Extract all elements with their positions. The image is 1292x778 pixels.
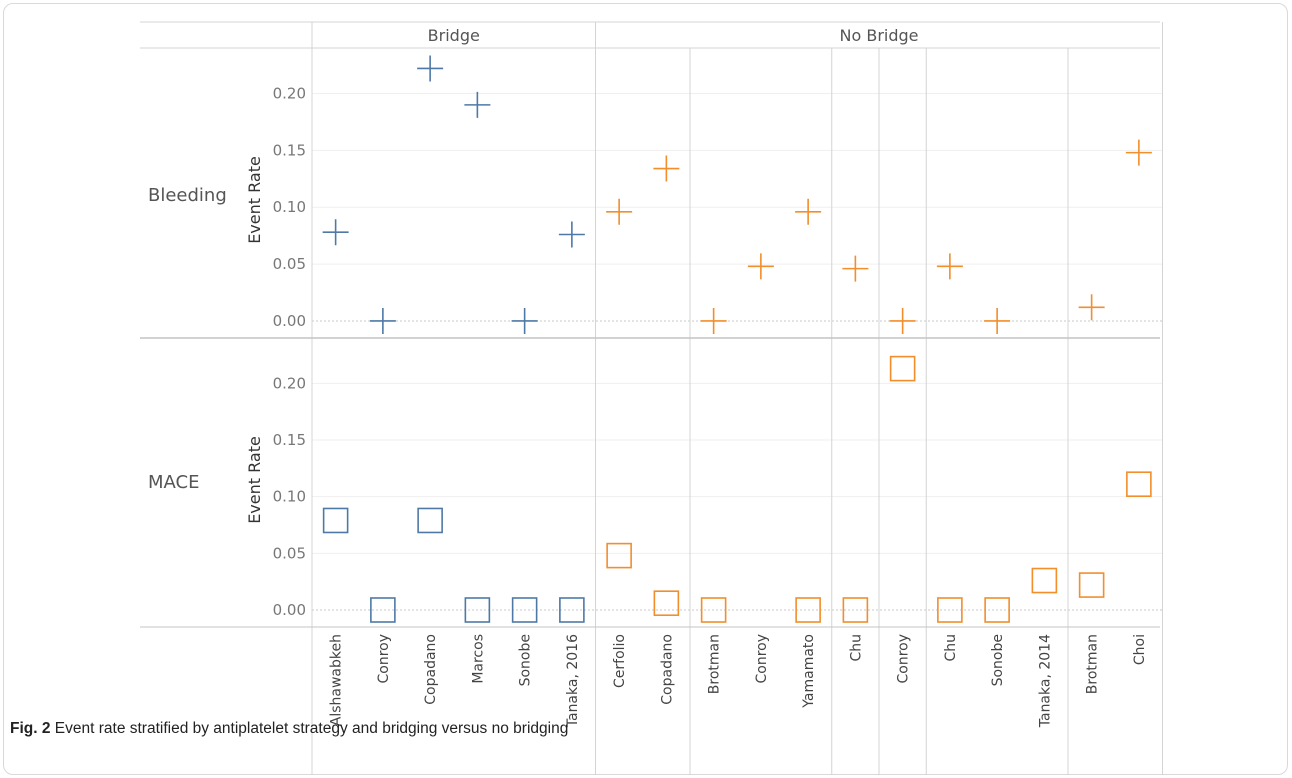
mace-marker [322, 507, 349, 534]
bleeding-marker [369, 307, 396, 334]
figure-label: Fig. 2 [10, 720, 51, 737]
x-category-label: Sonobe [990, 634, 1006, 686]
mace-marker [511, 597, 538, 623]
x-category-label: Chu [848, 634, 864, 662]
mace-marker [417, 507, 443, 534]
bleeding-marker [889, 307, 916, 334]
x-category-label: Copadano [423, 634, 439, 705]
mace-marker [1126, 471, 1152, 498]
y-tick-label: 0.05 [273, 255, 306, 273]
bleeding-marker [558, 221, 585, 248]
mace-marker [559, 597, 585, 623]
mace-marker [606, 542, 632, 569]
x-category-label: Tanaka, 2016 [565, 634, 581, 728]
x-category-label: Sonobe [518, 634, 534, 686]
caption-text: Event rate stratified by antiplatelet st… [50, 720, 569, 737]
x-category-label: Conroy [376, 634, 392, 684]
mace-marker [1031, 567, 1058, 594]
y-tick-label: 0.20 [273, 374, 306, 392]
mace-marker [700, 597, 727, 623]
bleeding-marker [511, 307, 538, 334]
x-category-label: Copadano [659, 634, 675, 705]
y-tick-label: 0.15 [273, 141, 306, 159]
x-category-label: Conroy [896, 634, 912, 684]
mace-marker [842, 597, 869, 623]
bleeding-marker [1125, 139, 1152, 166]
bleeding-marker [322, 219, 349, 246]
bleeding-marker [606, 198, 633, 225]
bleeding-marker [653, 155, 680, 182]
bleeding-marker [1078, 294, 1105, 321]
x-category-label: Choi [1132, 634, 1148, 665]
mace-marker [937, 597, 963, 623]
y-tick-label: 0.05 [273, 544, 306, 562]
x-category-label: Chu [943, 634, 959, 662]
mace-marker [653, 590, 680, 617]
bleeding-marker [842, 255, 869, 282]
x-category-label: Brotman [707, 634, 723, 694]
x-category-label: Marcos [470, 634, 486, 684]
y-axis-title: Event Rate [245, 156, 264, 244]
mace-marker [464, 597, 491, 623]
row-label: MACE [148, 472, 199, 493]
row-label: Bleeding [148, 185, 227, 206]
mace-marker [795, 597, 821, 623]
bleeding-marker [936, 253, 963, 280]
bleeding-marker [984, 307, 1011, 334]
figure-frame [3, 3, 1288, 775]
column-header: Bridge [428, 26, 480, 45]
y-tick-label: 0.00 [273, 312, 306, 330]
x-category-label: Alshawabkeh [329, 634, 345, 726]
mace-marker [984, 597, 1010, 623]
bleeding-marker [417, 55, 444, 82]
y-tick-label: 0.15 [273, 431, 306, 449]
figure-caption: Fig. 2 Event rate stratified by antiplat… [10, 720, 568, 738]
y-tick-label: 0.10 [273, 488, 306, 506]
x-category-label: Cerfolio [612, 634, 628, 688]
column-header: No Bridge [840, 26, 919, 45]
x-category-label: Tanaka, 2014 [1037, 634, 1053, 728]
y-tick-label: 0.00 [273, 601, 306, 619]
mace-marker [370, 597, 396, 623]
y-axis-title: Event Rate [245, 436, 264, 524]
bleeding-marker [747, 253, 774, 280]
mace-marker [889, 355, 916, 382]
x-category-label: Brotman [1085, 634, 1101, 694]
bleeding-marker [464, 91, 491, 118]
bleeding-marker [795, 198, 822, 225]
x-category-label: Conroy [754, 634, 770, 684]
y-tick-label: 0.10 [273, 198, 306, 216]
bleeding-marker [700, 307, 727, 334]
mace-marker [1078, 572, 1105, 598]
y-tick-label: 0.20 [273, 84, 306, 102]
x-category-label: Yamamato [801, 634, 817, 709]
